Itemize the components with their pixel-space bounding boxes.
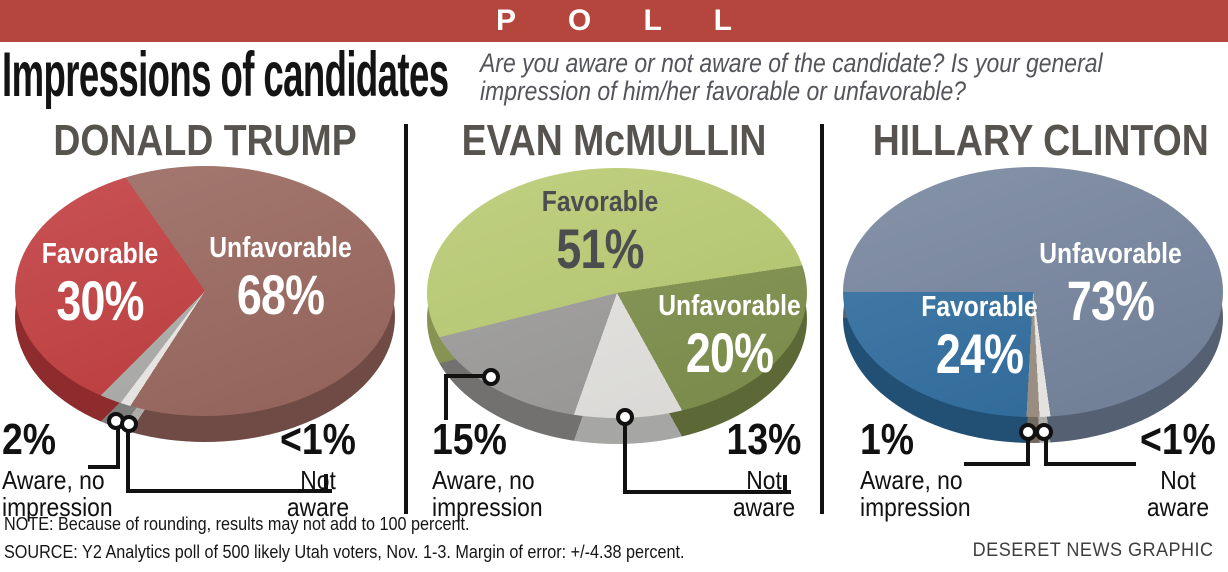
pie-mcmullin [427,168,807,444]
clinton-notaware-connector [1044,434,1136,466]
chart-title-trump: DONALD TRUMP [53,116,357,165]
page-title: Impressions of candidates [2,40,449,110]
mcmullin-notaware-tick [783,475,787,490]
trump-aware-connector [88,427,120,469]
mcmullin-aware-marker [482,368,500,386]
pie-clinton [843,167,1223,443]
clinton-favorable-label: Favorable 24% [921,291,1038,385]
poll-question-line1: Are you aware or not aware of the candid… [480,48,1103,78]
divider-right [820,124,824,514]
chart-title-mcmullin: EVAN McMULLIN [461,116,767,165]
pie-clinton-face [843,167,1223,417]
divider-left [404,124,408,514]
clinton-aware-connector [964,434,1030,466]
mcmullin-favorable-label: Favorable 51% [541,186,659,280]
clinton-aware-callout: 1% Aware, no impression [860,415,971,522]
trump-unfavorable-label: Unfavorable 68% [209,232,352,326]
trump-notaware-marker [120,415,138,433]
mcmullin-notaware-callout: 13% Not aware [726,415,802,522]
mcmullin-aware-connector [444,374,492,420]
chart-title-clinton: HILLARY CLINTON [872,116,1209,165]
mcmullin-notaware-connector [623,422,791,494]
poll-question-line2: impression of him/her favorable or unfav… [480,76,967,106]
poll-question: Are you aware or not aware of the candid… [480,49,1103,105]
trump-favorable-label: Favorable 30% [41,238,159,332]
mcmullin-aware-callout: 15% Aware, no impression [432,415,543,522]
trump-aware-callout: 2% Aware, no impression [2,415,113,522]
poll-banner: P O L L [0,0,1228,42]
trump-notaware-tick [324,474,328,489]
mcmullin-unfavorable-label: Unfavorable 20% [658,290,801,384]
mcmullin-notaware-marker [616,408,634,426]
clinton-unfavorable-label: Unfavorable 73% [1039,238,1182,332]
trump-notaware-connector [126,432,332,493]
trump-notaware-callout: <1% Not aware [280,415,356,522]
pie-trump-face [15,166,395,416]
poll-banner-label: P O L L [496,4,754,37]
footer-note: NOTE: Because of rounding, results may n… [4,514,470,534]
footer-source: SOURCE: Y2 Analytics poll of 500 likely … [4,542,685,562]
clinton-notaware-marker [1035,423,1053,441]
clinton-notaware-callout: <1% Not aware [1140,415,1216,522]
pie-trump [15,166,395,442]
footer-credit: DESERET NEWS GRAPHIC [973,540,1214,561]
